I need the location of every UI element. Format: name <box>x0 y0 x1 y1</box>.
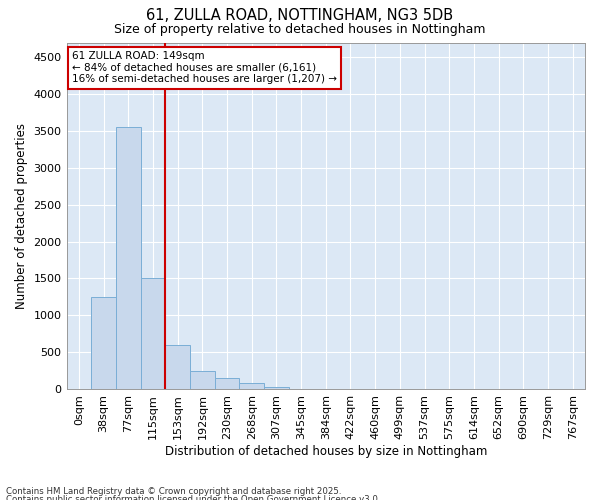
Bar <box>140 278 165 389</box>
Bar <box>91 297 116 389</box>
Text: 61 ZULLA ROAD: 149sqm
← 84% of detached houses are smaller (6,161)
16% of semi-d: 61 ZULLA ROAD: 149sqm ← 84% of detached … <box>72 51 337 84</box>
Text: 61, ZULLA ROAD, NOTTINGHAM, NG3 5DB: 61, ZULLA ROAD, NOTTINGHAM, NG3 5DB <box>146 8 454 22</box>
Bar <box>190 370 215 389</box>
Text: Contains HM Land Registry data © Crown copyright and database right 2025.: Contains HM Land Registry data © Crown c… <box>6 488 341 496</box>
Text: Size of property relative to detached houses in Nottingham: Size of property relative to detached ho… <box>114 22 486 36</box>
Y-axis label: Number of detached properties: Number of detached properties <box>15 122 28 308</box>
Bar <box>264 388 289 389</box>
Bar <box>116 128 140 389</box>
X-axis label: Distribution of detached houses by size in Nottingham: Distribution of detached houses by size … <box>164 444 487 458</box>
Bar <box>215 378 239 389</box>
Bar <box>165 344 190 389</box>
Bar <box>239 383 264 389</box>
Text: Contains public sector information licensed under the Open Government Licence v3: Contains public sector information licen… <box>6 495 380 500</box>
